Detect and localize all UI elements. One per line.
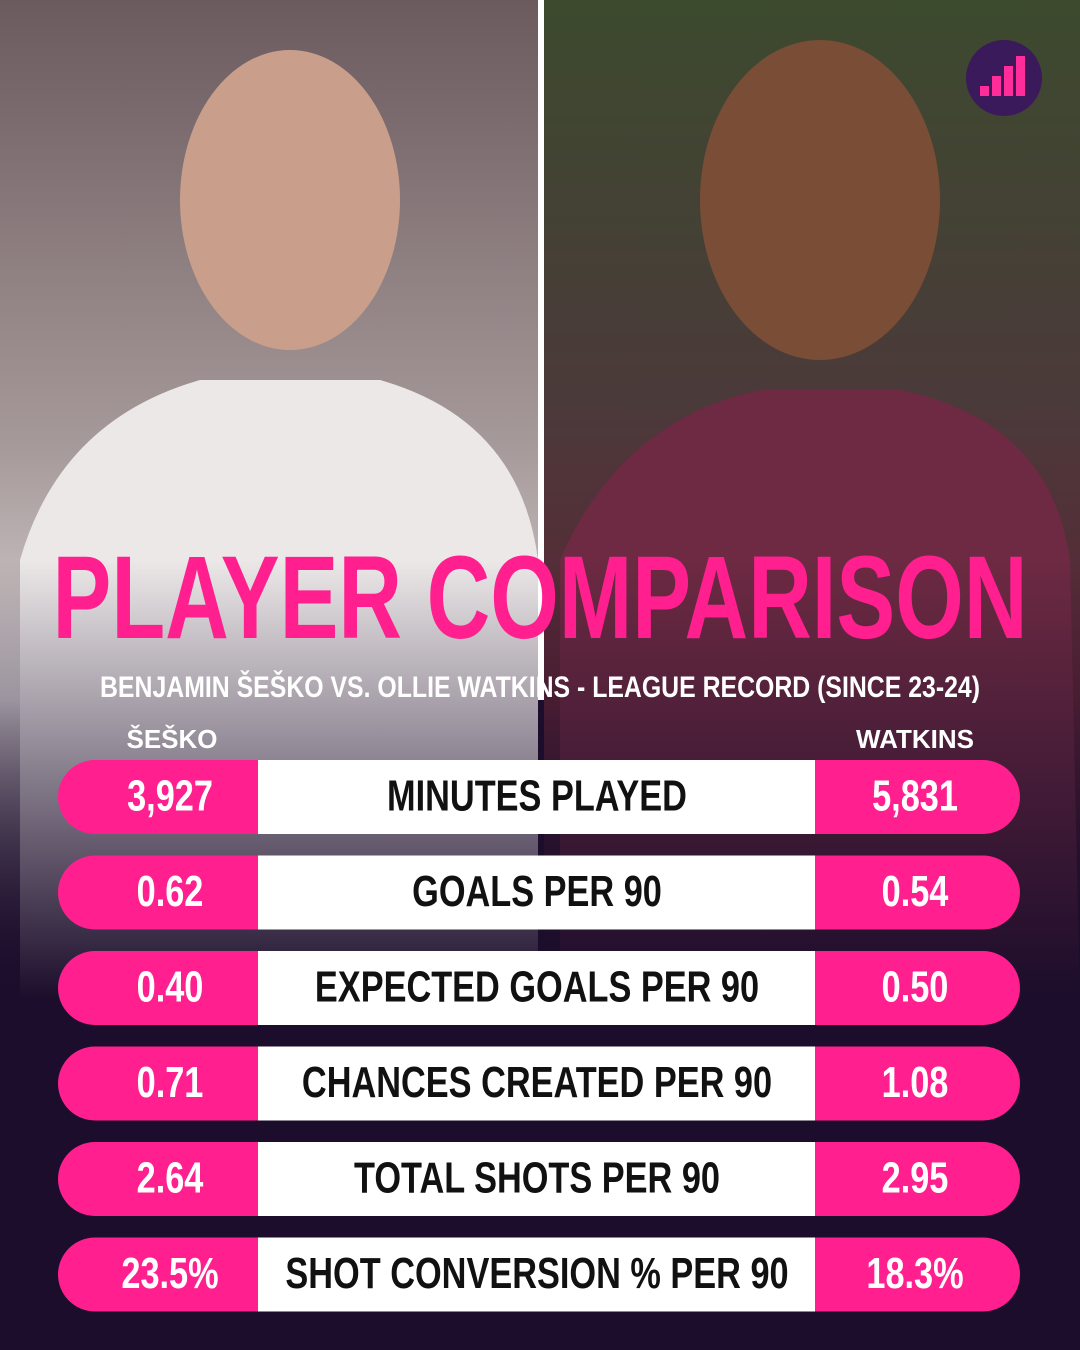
stat-label: EXPECTED GOALS PER 90: [315, 963, 759, 1012]
divider: [538, 0, 544, 700]
right-face: [700, 40, 940, 360]
left-value: 0.40: [137, 963, 204, 1012]
logo-bar: [1004, 66, 1013, 96]
row-center: [258, 1142, 815, 1216]
title: PLAYER COMPARISON: [53, 532, 1028, 664]
left-value: 0.62: [137, 867, 204, 916]
logo-bar: [1016, 56, 1025, 96]
stat-row: 23.5% SHOT CONVERSION % PER 90 18.3%: [58, 1237, 1020, 1312]
rows: 3,927 MINUTES PLAYED 5,831 0.62 GOALS PER 90…: [58, 760, 1020, 1312]
right-value: 5,831: [872, 772, 958, 821]
stat-row: 0.40 EXPECTED GOALS PER 90 0.50: [58, 951, 1020, 1025]
left-face: [180, 50, 400, 350]
right-value: 0.50: [882, 963, 949, 1012]
right-player: WATKINS: [856, 724, 974, 754]
stat-label: SHOT CONVERSION % PER 90: [285, 1249, 788, 1298]
logo-bar: [980, 86, 989, 96]
right-value: 18.3%: [866, 1249, 963, 1298]
stat-row: 2.64 TOTAL SHOTS PER 90 2.95: [58, 1142, 1020, 1216]
stat-label: GOALS PER 90: [412, 867, 662, 916]
right-value: 2.95: [882, 1154, 949, 1203]
right-value: 0.54: [882, 867, 949, 916]
row-center: [258, 760, 815, 834]
left-value: 0.71: [137, 1058, 204, 1107]
stat-label: MINUTES PLAYED: [387, 772, 687, 821]
stat-row: 0.71 CHANCES CREATED PER 90 1.08: [58, 1046, 1020, 1121]
logo-bar: [992, 76, 1001, 96]
left-player: ŠEŠKO: [126, 724, 217, 754]
row-center: [258, 1237, 815, 1312]
left-value: 3,927: [127, 772, 213, 821]
stat-label: TOTAL SHOTS PER 90: [354, 1154, 720, 1203]
stat-row: 0.62 GOALS PER 90 0.54: [58, 855, 1020, 930]
row-center: [258, 855, 815, 930]
right-value: 1.08: [882, 1058, 949, 1107]
left-value: 23.5%: [121, 1249, 218, 1298]
logo: [966, 40, 1042, 116]
left-value: 2.64: [137, 1154, 204, 1203]
row-center: [258, 1046, 815, 1121]
row-center: [258, 951, 815, 1025]
stat-row: 3,927 MINUTES PLAYED 5,831: [58, 760, 1020, 834]
stat-label: CHANCES CREATED PER 90: [302, 1058, 772, 1107]
subtitle: BENJAMIN ŠEŠKO VS. OLLIE WATKINS - LEAGU…: [100, 670, 980, 704]
